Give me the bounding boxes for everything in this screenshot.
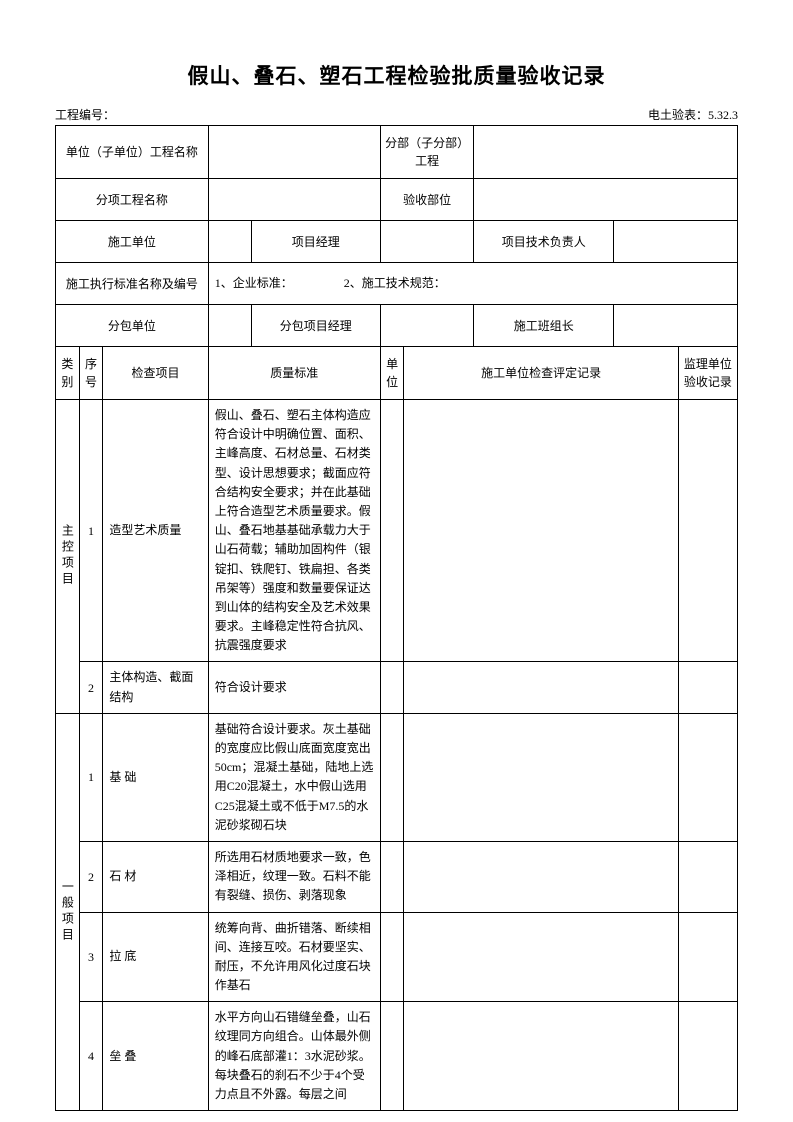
general-seq-1: 1 bbox=[79, 713, 103, 841]
subcontract-pm-label: 分包项目经理 bbox=[251, 305, 380, 347]
main-item-1: 造型艺术质量 bbox=[103, 400, 208, 662]
accept-location-label: 验收部位 bbox=[380, 179, 474, 221]
subitem-value bbox=[208, 179, 380, 221]
col-seq: 序号 bbox=[79, 347, 103, 400]
standard2-text: 2、施工技术规范： bbox=[344, 276, 446, 290]
main-record-1 bbox=[404, 400, 678, 662]
standard-label: 施工执行标准名称及编号 bbox=[56, 263, 209, 305]
main-seq-1: 1 bbox=[79, 400, 103, 662]
general-standard-4: 水平方向山石错缝垒叠，山石纹理同方向组合。山体最外侧的峰石底部灌1：3水泥砂浆。… bbox=[208, 1002, 380, 1111]
main-unit-1 bbox=[380, 400, 404, 662]
general-supervision-3 bbox=[678, 912, 737, 1002]
standard1-text: 1、企业标准： bbox=[215, 276, 293, 290]
col-supervision-record: 监理单位验收记录 bbox=[678, 347, 737, 400]
form-number-label: 电土验表：5.32.3 bbox=[648, 106, 738, 123]
general-standard-3: 统筹向背、曲折错落、断续相间、连接互咬。石材要坚实、耐压，不允许用风化过度石块作… bbox=[208, 912, 380, 1002]
team-leader-value bbox=[614, 305, 738, 347]
col-quality-standard: 质量标准 bbox=[208, 347, 380, 400]
team-leader-label: 施工班组长 bbox=[474, 305, 614, 347]
general-seq-2: 2 bbox=[79, 841, 103, 912]
tech-leader-value bbox=[614, 221, 738, 263]
construction-unit-label: 施工单位 bbox=[56, 221, 209, 263]
general-record-3 bbox=[404, 912, 678, 1002]
project-manager-value bbox=[380, 221, 474, 263]
col-check-item: 检查项目 bbox=[103, 347, 208, 400]
main-record-2 bbox=[404, 662, 678, 713]
unit-name-label: 单位（子单位）工程名称 bbox=[56, 126, 209, 179]
subcontract-pm-value bbox=[380, 305, 474, 347]
general-unit-3 bbox=[380, 912, 404, 1002]
general-supervision-1 bbox=[678, 713, 737, 841]
general-supervision-4 bbox=[678, 1002, 737, 1111]
sub-unit-label: 分部（子分部）工程 bbox=[380, 126, 474, 179]
general-seq-4: 4 bbox=[79, 1002, 103, 1111]
meta-row: 工程编号： 电土验表：5.32.3 bbox=[55, 106, 738, 123]
main-supervision-1 bbox=[678, 400, 737, 662]
main-seq-2: 2 bbox=[79, 662, 103, 713]
general-seq-3: 3 bbox=[79, 912, 103, 1002]
general-standard-2: 所选用石材质地要求一致，色泽相近，纹理一致。石料不能有裂缝、损伤、剥落现象 bbox=[208, 841, 380, 912]
accept-location-value bbox=[474, 179, 738, 221]
general-record-4 bbox=[404, 1002, 678, 1111]
page-title: 假山、叠石、塑石工程检验批质量验收记录 bbox=[55, 60, 738, 90]
standard-value: 1、企业标准： 2、施工技术规范： bbox=[208, 263, 737, 305]
general-record-1 bbox=[404, 713, 678, 841]
unit-name-value bbox=[208, 126, 380, 179]
general-unit-1 bbox=[380, 713, 404, 841]
project-manager-label: 项目经理 bbox=[251, 221, 380, 263]
general-supervision-2 bbox=[678, 841, 737, 912]
col-category: 类别 bbox=[56, 347, 80, 400]
project-number-label: 工程编号： bbox=[55, 106, 115, 123]
col-unit: 单位 bbox=[380, 347, 404, 400]
tech-leader-label: 项目技术负责人 bbox=[474, 221, 614, 263]
general-item-1: 基 础 bbox=[103, 713, 208, 841]
general-record-2 bbox=[404, 841, 678, 912]
category-main: 主控项目 bbox=[56, 400, 80, 714]
sub-unit-value bbox=[474, 126, 738, 179]
main-standard-1: 假山、叠石、塑石主体构造应符合设计中明确位置、面积、主峰高度、石材总量、石材类型… bbox=[208, 400, 380, 662]
general-item-3: 拉 底 bbox=[103, 912, 208, 1002]
subcontract-unit-value bbox=[208, 305, 251, 347]
main-supervision-2 bbox=[678, 662, 737, 713]
general-standard-1: 基础符合设计要求。灰土基础的宽度应比假山底面宽度宽出50cm；混凝土基础，陆地上… bbox=[208, 713, 380, 841]
main-unit-2 bbox=[380, 662, 404, 713]
subcontract-unit-label: 分包单位 bbox=[56, 305, 209, 347]
main-item-2: 主体构造、截面结构 bbox=[103, 662, 208, 713]
main-table: 单位（子单位）工程名称 分部（子分部）工程 分项工程名称 验收部位 施工单位 项… bbox=[55, 125, 738, 1111]
col-construction-record: 施工单位检查评定记录 bbox=[404, 347, 678, 400]
construction-unit-value bbox=[208, 221, 251, 263]
subitem-label: 分项工程名称 bbox=[56, 179, 209, 221]
general-item-4: 垒 叠 bbox=[103, 1002, 208, 1111]
general-unit-2 bbox=[380, 841, 404, 912]
category-general: 一般项目 bbox=[56, 713, 80, 1110]
general-item-2: 石 材 bbox=[103, 841, 208, 912]
general-unit-4 bbox=[380, 1002, 404, 1111]
main-standard-2: 符合设计要求 bbox=[208, 662, 380, 713]
